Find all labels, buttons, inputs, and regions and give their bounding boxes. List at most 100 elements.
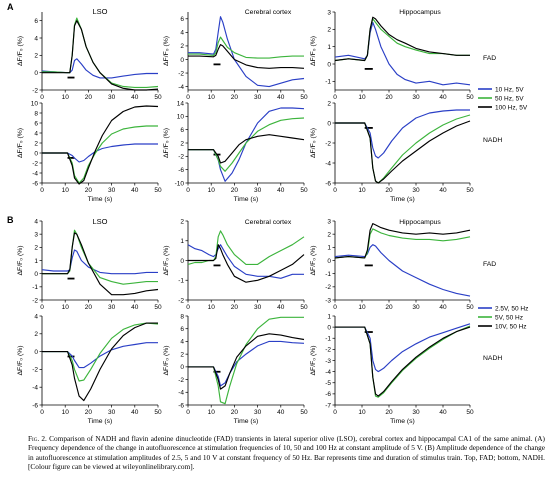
- series-line-1: [335, 323, 471, 373]
- column-title-b-1: LSO: [92, 217, 107, 226]
- x-tick-label: 40: [439, 304, 447, 311]
- y-tick-label: -3: [325, 358, 331, 365]
- column-title-a-2: Cerebral cortex: [245, 9, 292, 16]
- y-tick-label: 0: [180, 364, 184, 371]
- y-tick-label: 2: [180, 43, 184, 50]
- x-tick-label: 0: [40, 304, 44, 311]
- x-tick-label: 30: [108, 409, 116, 416]
- x-tick-label: 20: [385, 304, 393, 311]
- x-tick-label: 50: [154, 304, 162, 311]
- row-label-nadh-b: NADH: [483, 355, 502, 362]
- series-line-2: [187, 230, 305, 265]
- stimulus-bar: [213, 63, 221, 66]
- y-axis-label: ΔF/F₀ (%): [17, 345, 24, 375]
- x-tick-label: 40: [439, 94, 447, 101]
- x-tick-label: 10: [62, 304, 70, 311]
- y-tick-label: 2: [180, 351, 184, 358]
- x-tick-label: 40: [131, 94, 139, 101]
- x-tick-label: 30: [412, 187, 420, 194]
- y-tick-label: 4: [34, 35, 38, 42]
- y-tick-label: -4: [325, 160, 331, 167]
- y-tick-label: -2: [178, 297, 184, 304]
- series-line-2: [335, 114, 471, 184]
- plot-a-fad-1: -4 -2 0 2 4 6 ΔF/F₀ (%) 0 10 20 30 40 50: [163, 12, 308, 101]
- y-tick-label: 0: [34, 70, 38, 77]
- y-tick-label: -2: [325, 347, 331, 354]
- x-tick-label: 0: [333, 304, 337, 311]
- y-tick-label: -2: [32, 87, 38, 94]
- y-tick-label: 1: [34, 258, 38, 265]
- plot-b-fad-2: -3 -2 -1 0 1 2 3 ΔF/F₀ (%) 0 10 20 30 40 50: [310, 218, 474, 311]
- y-tick-label: 4: [34, 313, 38, 320]
- x-tick-label: 10: [208, 304, 216, 311]
- y-tick-label: 2: [327, 27, 331, 34]
- y-tick-label: 2: [327, 231, 331, 238]
- x-tick-label: 30: [108, 304, 116, 311]
- y-tick-label: -5: [325, 380, 331, 387]
- y-tick-label: 0: [180, 258, 184, 265]
- stimulus-bar: [364, 331, 373, 333]
- x-tick-label: 10: [208, 187, 216, 194]
- x-tick-label: 0: [186, 94, 190, 101]
- series-line-1: [42, 342, 158, 369]
- x-tick-label: 20: [85, 304, 93, 311]
- column-title-a-3: Hippocampus: [399, 9, 441, 16]
- x-tick-label: 0: [40, 409, 44, 416]
- legend-label-a-3: 100 Hz, 5V: [495, 104, 528, 111]
- y-tick-label: -4: [178, 390, 184, 397]
- y-tick-label: 2: [34, 331, 38, 338]
- stimulus-bar: [364, 68, 373, 70]
- x-tick-label: 30: [412, 94, 420, 101]
- x-tick-label: 0: [186, 409, 190, 416]
- y-tick-label: -2: [325, 284, 331, 291]
- series-line-2: [188, 316, 304, 405]
- y-tick-label: 4: [180, 30, 184, 37]
- figure-label: Fig. 2.: [28, 434, 47, 443]
- x-tick-label: 10: [358, 409, 366, 416]
- x-tick-label: 20: [231, 409, 239, 416]
- plot-b-nadh-0: -6 -4 -2 0 2 4 ΔF/F₀ (%) 0 10 20 30 40 50 Time (s): [17, 313, 162, 425]
- x-tick-label: 20: [85, 187, 93, 194]
- x-tick-label: 50: [154, 187, 162, 194]
- y-tick-label: 0: [34, 349, 38, 356]
- x-axis-label: Time (s): [88, 196, 113, 203]
- stimulus-bar: [213, 264, 221, 267]
- legend-label-b-3: 10V, 50 Hz: [495, 323, 527, 330]
- series-line-3: [42, 20, 159, 91]
- y-tick-label: 1: [327, 245, 331, 252]
- x-tick-label: 10: [208, 94, 216, 101]
- x-tick-label: 30: [254, 304, 262, 311]
- y-tick-label: 0: [327, 120, 331, 127]
- y-tick-label: -6: [178, 167, 184, 174]
- y-tick-label: 10: [31, 100, 39, 107]
- x-axis-label: Time (s): [234, 196, 259, 203]
- plot-b-nadh-1: -6 -4 -2 0 2 4 6 8 ΔF/F₀ (%) 0 10 20 30 40 50 Time (s): [163, 313, 308, 425]
- x-tick-label: 40: [277, 94, 285, 101]
- x-tick-label: 0: [186, 304, 190, 311]
- y-tick-label: -1: [325, 79, 331, 86]
- y-tick-label: -6: [32, 402, 38, 409]
- y-tick-label: 0: [180, 57, 184, 64]
- x-axis-label: Time (s): [390, 196, 415, 203]
- x-tick-label: 50: [300, 94, 308, 101]
- plot-a-nadh-2: -6 -4 -2 0 2 ΔF/F₀ (%) 0 10 20 30 40 50 Time (s): [310, 100, 474, 203]
- x-tick-label: 50: [154, 409, 162, 416]
- series-line-1: [41, 58, 158, 79]
- plot-a-fad-2: -1 0 1 2 3 ΔF/F₀ (%) 0 10 20 30 40 50: [310, 9, 474, 101]
- column-title-b-3: Hippocampus: [399, 219, 441, 226]
- y-axis-label: ΔF/F₀ (%): [17, 36, 24, 66]
- x-tick-label: 20: [231, 304, 239, 311]
- y-tick-label: -6: [178, 402, 184, 409]
- y-tick-label: 8: [34, 110, 38, 117]
- caption-text: Comparison of NADH and flavin adenine di…: [28, 434, 545, 471]
- series-line-1: [335, 109, 470, 159]
- x-tick-label: 20: [385, 94, 393, 101]
- x-tick-label: 30: [254, 187, 262, 194]
- y-tick-label: 1: [180, 238, 184, 245]
- y-tick-label: 6: [34, 120, 38, 127]
- series-line-1: [188, 340, 305, 387]
- x-tick-label: 40: [131, 304, 139, 311]
- stimulus-bar: [67, 355, 75, 358]
